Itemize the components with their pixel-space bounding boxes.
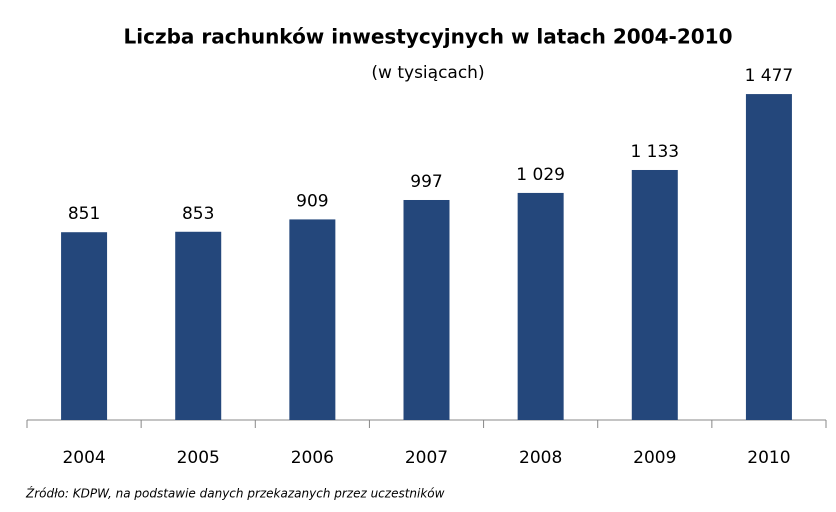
bar	[745, 94, 792, 421]
bar	[517, 192, 564, 420]
x-tick-label: 2007	[405, 448, 448, 468]
bar	[175, 231, 222, 420]
value-label: 851	[68, 204, 100, 224]
source-note: Źródło: KDPW, na podstawie danych przeka…	[25, 486, 445, 501]
x-tick-label: 2010	[747, 448, 790, 468]
value-label: 909	[296, 191, 328, 211]
value-label: 1 029	[516, 165, 565, 185]
bar	[61, 232, 108, 420]
bar	[631, 169, 678, 420]
value-label: 853	[182, 204, 214, 224]
value-label: 1 133	[630, 142, 679, 162]
x-tick-label: 2006	[291, 448, 334, 468]
value-label: 1 477	[745, 66, 794, 86]
bar	[403, 199, 450, 420]
value-label: 997	[410, 172, 442, 192]
x-tick-label: 2005	[177, 448, 220, 468]
chart-title: Liczba rachunków inwestycyjnych w latach…	[124, 25, 733, 49]
x-tick-label: 2008	[519, 448, 562, 468]
x-tick-label: 2004	[62, 448, 105, 468]
x-tick-label: 2009	[633, 448, 676, 468]
chart-subtitle: (w tysiącach)	[371, 63, 484, 83]
bar	[289, 219, 336, 420]
